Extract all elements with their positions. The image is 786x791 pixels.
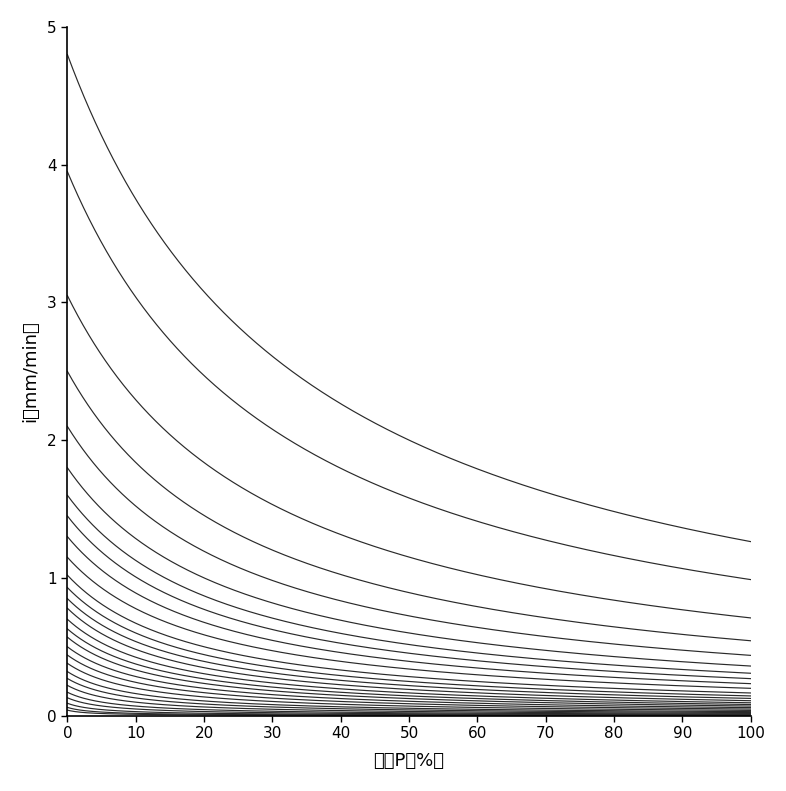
X-axis label: 频率P（%）: 频率P（%） <box>373 752 445 770</box>
Y-axis label: i（mm/min）: i（mm/min） <box>21 320 39 422</box>
